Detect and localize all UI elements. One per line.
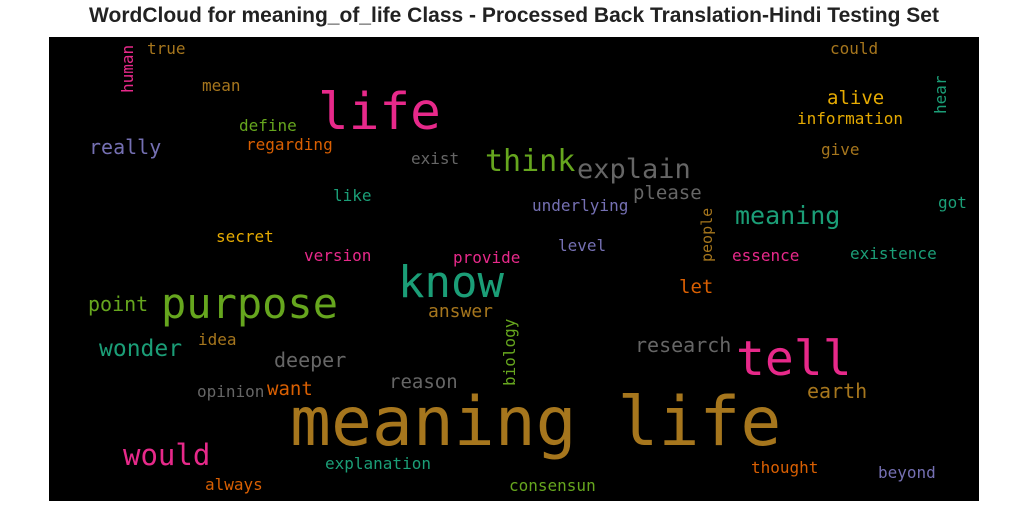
wordcloud-canvas: meaning life life know purpose tell thin… (49, 37, 979, 501)
word-people: people (698, 207, 716, 262)
word-meaning: meaning (735, 201, 841, 230)
word-like: like (333, 186, 372, 205)
word-regarding: regarding (246, 135, 333, 154)
word-always: always (205, 475, 263, 494)
word-idea: idea (198, 330, 237, 349)
word-would: would (123, 438, 211, 472)
word-think: think (485, 144, 576, 179)
word-tell: tell (736, 331, 852, 387)
word-research: research (635, 333, 732, 357)
word-consensun: consensun (509, 476, 596, 495)
word-existence: existence (850, 244, 937, 263)
word-life: life (318, 83, 441, 142)
word-answer: answer (428, 301, 494, 322)
word-exist: exist (411, 149, 460, 168)
word-mean: mean (202, 76, 241, 95)
word-wonder: wonder (99, 336, 183, 362)
word-purpose: purpose (161, 279, 339, 328)
word-meaning-life: meaning life (290, 383, 782, 462)
word-want: want (267, 378, 313, 400)
word-opinion: opinion (197, 382, 265, 401)
word-version: version (304, 246, 372, 265)
word-essence: essence (732, 246, 800, 265)
word-true: true (147, 39, 186, 58)
word-underlying: underlying (532, 196, 629, 215)
word-reason: reason (389, 371, 458, 393)
word-really: really (89, 135, 162, 159)
word-point: point (88, 292, 149, 316)
word-information: information (797, 109, 903, 128)
word-level: level (558, 236, 607, 255)
word-explain: explain (577, 154, 691, 185)
word-biology: biology (500, 318, 519, 386)
word-earth: earth (807, 379, 868, 403)
word-provide: provide (453, 248, 521, 267)
word-let: let (679, 276, 714, 298)
word-deeper: deeper (274, 348, 347, 372)
word-could: could (830, 39, 879, 58)
word-define: define (239, 116, 297, 135)
chart-title: WordCloud for meaning_of_life Class - Pr… (89, 4, 939, 27)
word-explanation: explanation (325, 454, 431, 473)
word-beyond: beyond (878, 463, 936, 482)
word-thought: thought (751, 458, 819, 477)
word-got: got (938, 193, 967, 212)
word-give: give (821, 140, 860, 159)
word-alive: alive (827, 87, 885, 109)
word-please: please (633, 182, 702, 204)
word-hear: hear (931, 75, 950, 114)
word-human: human (118, 44, 137, 93)
word-secret: secret (216, 227, 274, 246)
word-know: know (398, 257, 504, 308)
